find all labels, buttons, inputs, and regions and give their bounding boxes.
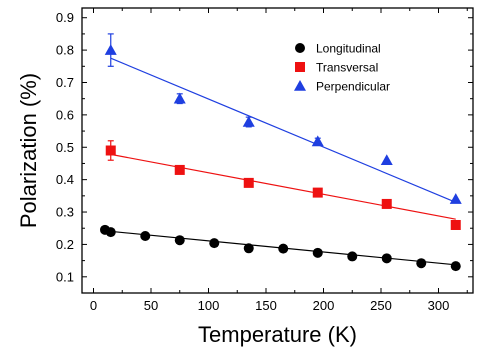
legend-marker	[295, 62, 305, 72]
y-tick-label: 0.2	[56, 237, 74, 252]
y-tick-label: 0.3	[56, 205, 74, 220]
data-point	[380, 154, 393, 166]
x-tick-label: 50	[144, 298, 158, 313]
data-point	[312, 187, 323, 198]
plot-frame	[81, 7, 474, 294]
series-transversal	[105, 140, 461, 230]
data-point	[140, 231, 151, 241]
legend-label: Perpendicular	[316, 80, 390, 94]
series-perpendicular	[104, 33, 462, 204]
legend: Longitudinal Transversal Perpendicular	[294, 42, 390, 94]
y-tick-label: 0.1	[56, 269, 74, 284]
data-point	[242, 116, 255, 127]
data-point	[278, 243, 289, 254]
data-point	[381, 198, 392, 209]
data-point	[311, 135, 324, 147]
data-point	[243, 243, 254, 254]
data-point	[105, 227, 116, 238]
fit-line	[110, 153, 456, 220]
legend-marker	[294, 80, 306, 91]
data-point	[243, 177, 254, 188]
y-tick-label: 0.7	[56, 75, 74, 90]
data-point	[449, 193, 462, 204]
x-tick-label: 150	[255, 298, 277, 313]
data-point	[347, 251, 358, 262]
x-tick-label: 200	[313, 298, 335, 313]
x-tick-label: 100	[198, 298, 220, 313]
data-point	[174, 235, 185, 246]
x-tick-label: 250	[370, 298, 392, 313]
series-longitudinal	[100, 224, 461, 272]
legend-label: Transversal	[316, 61, 378, 75]
x-tick-label: 300	[428, 298, 450, 313]
plot-area	[100, 33, 462, 272]
axes: 0 50 100 150 200 250 300 0.1 0.2 0.3 0.4 0.5 0.6 0.7 0…	[56, 7, 474, 313]
data-point	[105, 145, 116, 156]
data-point	[381, 253, 392, 264]
data-point	[104, 44, 117, 55]
data-point	[174, 164, 185, 175]
x-axis-title: Temperature (K)	[198, 322, 357, 347]
data-point	[173, 92, 186, 104]
data-point	[312, 247, 323, 258]
data-point	[416, 258, 427, 269]
y-tick-label: 0.5	[56, 140, 74, 155]
data-point	[209, 238, 220, 249]
y-tick-label: 0.4	[56, 172, 74, 187]
data-point	[450, 219, 461, 230]
fit-line	[110, 57, 456, 203]
y-axis-title: Polarization (%)	[16, 73, 41, 228]
y-tick-label: 0.8	[56, 43, 74, 58]
legend-marker	[295, 43, 305, 53]
y-tick-label: 0.9	[56, 10, 74, 25]
y-tick-label: 0.6	[56, 107, 74, 122]
data-point	[450, 261, 461, 272]
x-tick-label: 0	[90, 298, 97, 313]
legend-label: Longitudinal	[316, 42, 381, 56]
